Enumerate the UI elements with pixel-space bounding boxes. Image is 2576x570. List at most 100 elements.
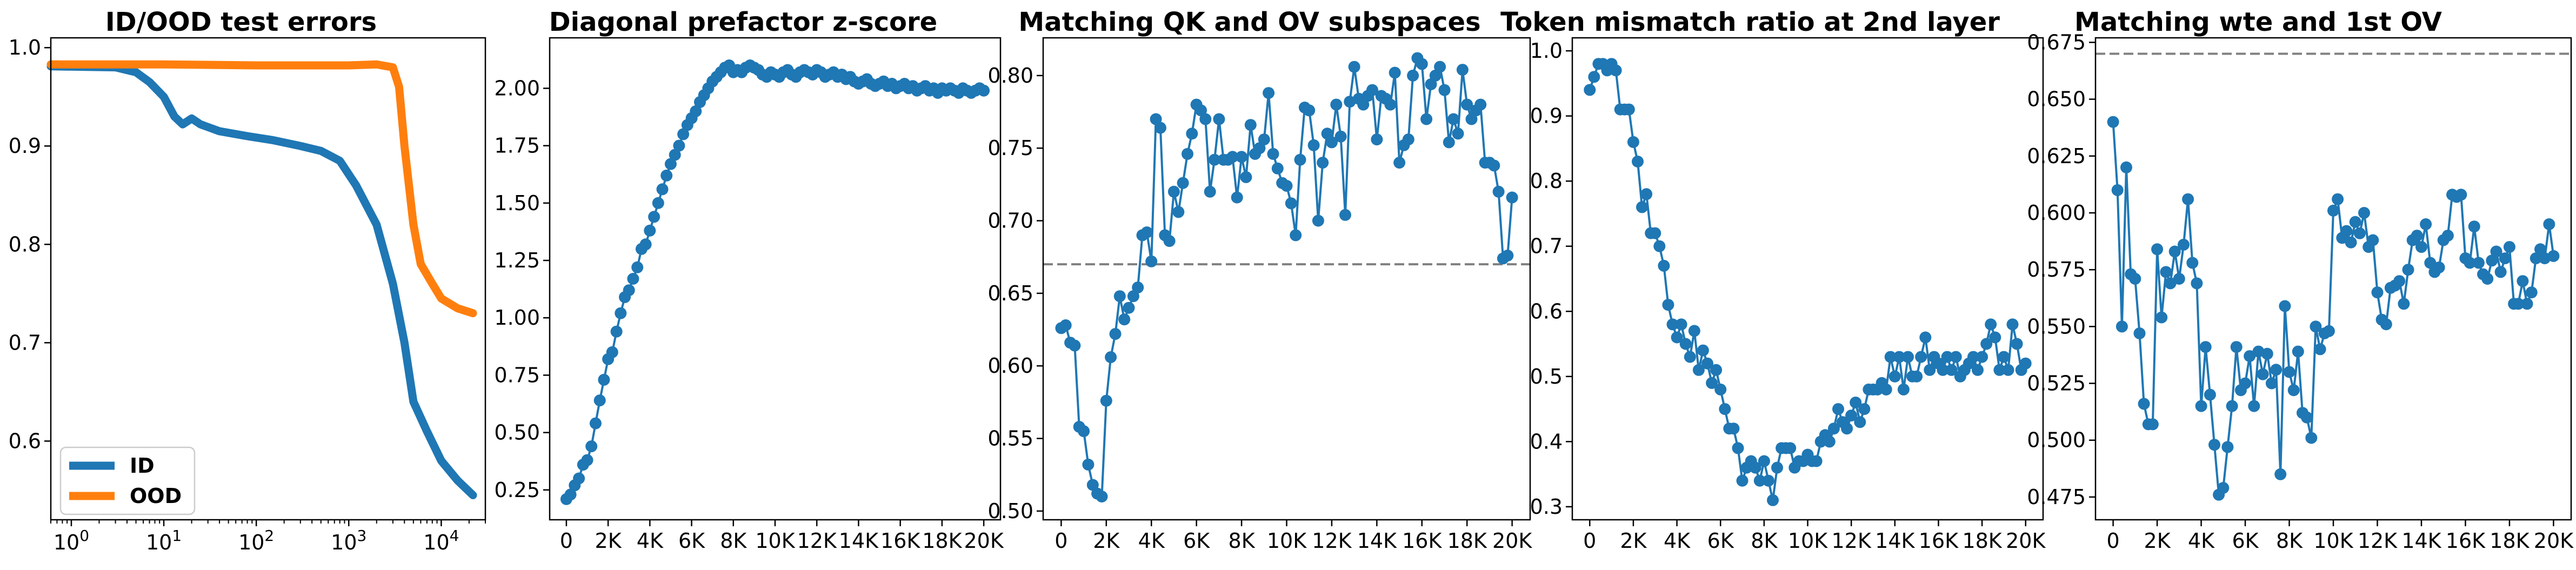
y-tick-label: 0.65 [987, 281, 1033, 305]
y-tick-label: 0.60 [987, 354, 1033, 378]
data-point-9 [598, 373, 610, 386]
y-tick-label: 0.7 [1530, 234, 1563, 258]
y-tick-label: 0.525 [2027, 372, 2086, 395]
data-point-75 [1911, 370, 1923, 383]
data-point-79 [2455, 189, 2467, 201]
x-tick-label: 2K [2144, 529, 2171, 553]
y-tick-label: 0.9 [1530, 104, 1563, 128]
data-point-5 [2129, 273, 2141, 285]
plot-area [46, 60, 477, 499]
data-point-11 [1105, 351, 1117, 364]
data-point-15 [2173, 273, 2185, 285]
series-line-0 [1060, 57, 1513, 498]
y-tick-label: 0.50 [987, 499, 1033, 523]
data-point-38 [1749, 461, 1761, 474]
data-point-0 [1584, 84, 1596, 96]
x-tick-label: 20K [2006, 529, 2046, 553]
data-point-91 [1465, 113, 1478, 125]
plot-area [2095, 52, 2571, 501]
data-point-35 [1736, 474, 1749, 487]
y-tick-label: 0.50 [494, 421, 540, 445]
x-tick-label: 12K [1832, 529, 1872, 553]
x-tick-label: 10K [755, 529, 795, 553]
data-point-89 [2499, 252, 2511, 265]
data-point-59 [1841, 423, 1853, 435]
y-tick-label: 0.5 [1530, 365, 1563, 388]
data-point-92 [2512, 298, 2525, 310]
data-point-95 [1998, 351, 2010, 363]
x-tick-label: 0 [560, 529, 573, 553]
data-point-71 [1893, 351, 1905, 363]
x-tick-label: 8K [720, 529, 747, 553]
data-point-15 [1123, 301, 1135, 314]
data-point-13 [2164, 277, 2177, 290]
data-point-61 [1850, 397, 1862, 408]
y-tick-label: 0.80 [987, 64, 1033, 88]
data-point-90 [2503, 241, 2515, 253]
data-point-77 [1919, 331, 1932, 344]
data-point-97 [2006, 318, 2019, 331]
x-tick-label: 104 [423, 527, 459, 554]
data-point-35 [1213, 113, 1225, 125]
x-tick-label: 10K [2313, 529, 2353, 553]
x-tick-label: 10K [1267, 529, 1307, 553]
data-point-21 [1675, 318, 1687, 331]
data-point-17 [1658, 259, 1670, 272]
data-point-71 [2420, 218, 2432, 230]
y-tick-label: 1.0 [1530, 39, 1563, 63]
data-point-23 [2208, 439, 2220, 451]
x-tick-label: 4K [637, 529, 664, 553]
series-line-0 [2112, 120, 2555, 496]
y-tick-label: 1.25 [494, 249, 540, 272]
data-point-58 [1317, 157, 1329, 169]
y-tick-label: 0.500 [2027, 428, 2086, 452]
data-point-55 [1303, 104, 1316, 117]
data-point-22 [1154, 122, 1166, 134]
data-point-11 [2155, 311, 2168, 324]
data-point-100 [978, 84, 990, 97]
y-tick-label: 0.575 [2027, 258, 2086, 281]
x-tick-label: 14K [2401, 529, 2441, 553]
data-point-65 [2393, 275, 2406, 287]
data-point-41 [1762, 474, 1774, 487]
data-point-57 [1312, 214, 1324, 227]
series-line-ood [46, 60, 477, 318]
y-tick-label: 0.675 [2027, 30, 2086, 54]
data-point-27 [673, 139, 685, 152]
data-point-19 [1140, 226, 1153, 238]
chart-panel-matching-qk-ov: Matching QK and OV subspaces 0 2K 4K 6K 8K 10… [987, 7, 1532, 553]
data-point-93 [1474, 98, 1487, 111]
data-point-25 [1167, 185, 1180, 198]
data-point-84 [1434, 61, 1446, 73]
data-point-78 [1407, 69, 1419, 82]
data-point-34 [2257, 368, 2269, 380]
chart-title: Token mismatch ratio at 2nd layer [1500, 7, 2000, 37]
data-point-8 [593, 394, 606, 407]
data-point-47 [1267, 147, 1279, 160]
y-tick-label: 0.3 [1530, 495, 1563, 519]
data-point-59 [2367, 234, 2379, 246]
data-point-24 [1688, 325, 1700, 337]
x-tick-label: 12K [797, 529, 837, 553]
data-point-5 [581, 454, 593, 466]
data-point-50 [1280, 180, 1293, 192]
data-point-86 [2486, 254, 2498, 267]
data-point-26 [2221, 441, 2234, 453]
plot-area [1584, 58, 2032, 506]
data-point-34 [1732, 442, 1744, 454]
data-point-81 [1420, 113, 1433, 125]
data-point-47 [2314, 343, 2326, 356]
data-point-1 [1588, 71, 1600, 83]
data-point-22 [1679, 338, 1692, 350]
data-point-6 [2133, 327, 2146, 339]
data-point-23 [1684, 351, 1696, 363]
x-tick-label: 18K [1962, 529, 2002, 553]
data-point-69 [1366, 84, 1378, 96]
data-point-51 [1285, 197, 1297, 210]
data-point-100 [2547, 250, 2560, 262]
data-point-100 [2019, 357, 2032, 370]
data-point-78 [1924, 364, 1936, 376]
data-point-19 [2191, 277, 2203, 290]
data-point-20 [1145, 255, 1158, 267]
data-point-81 [2464, 257, 2476, 269]
